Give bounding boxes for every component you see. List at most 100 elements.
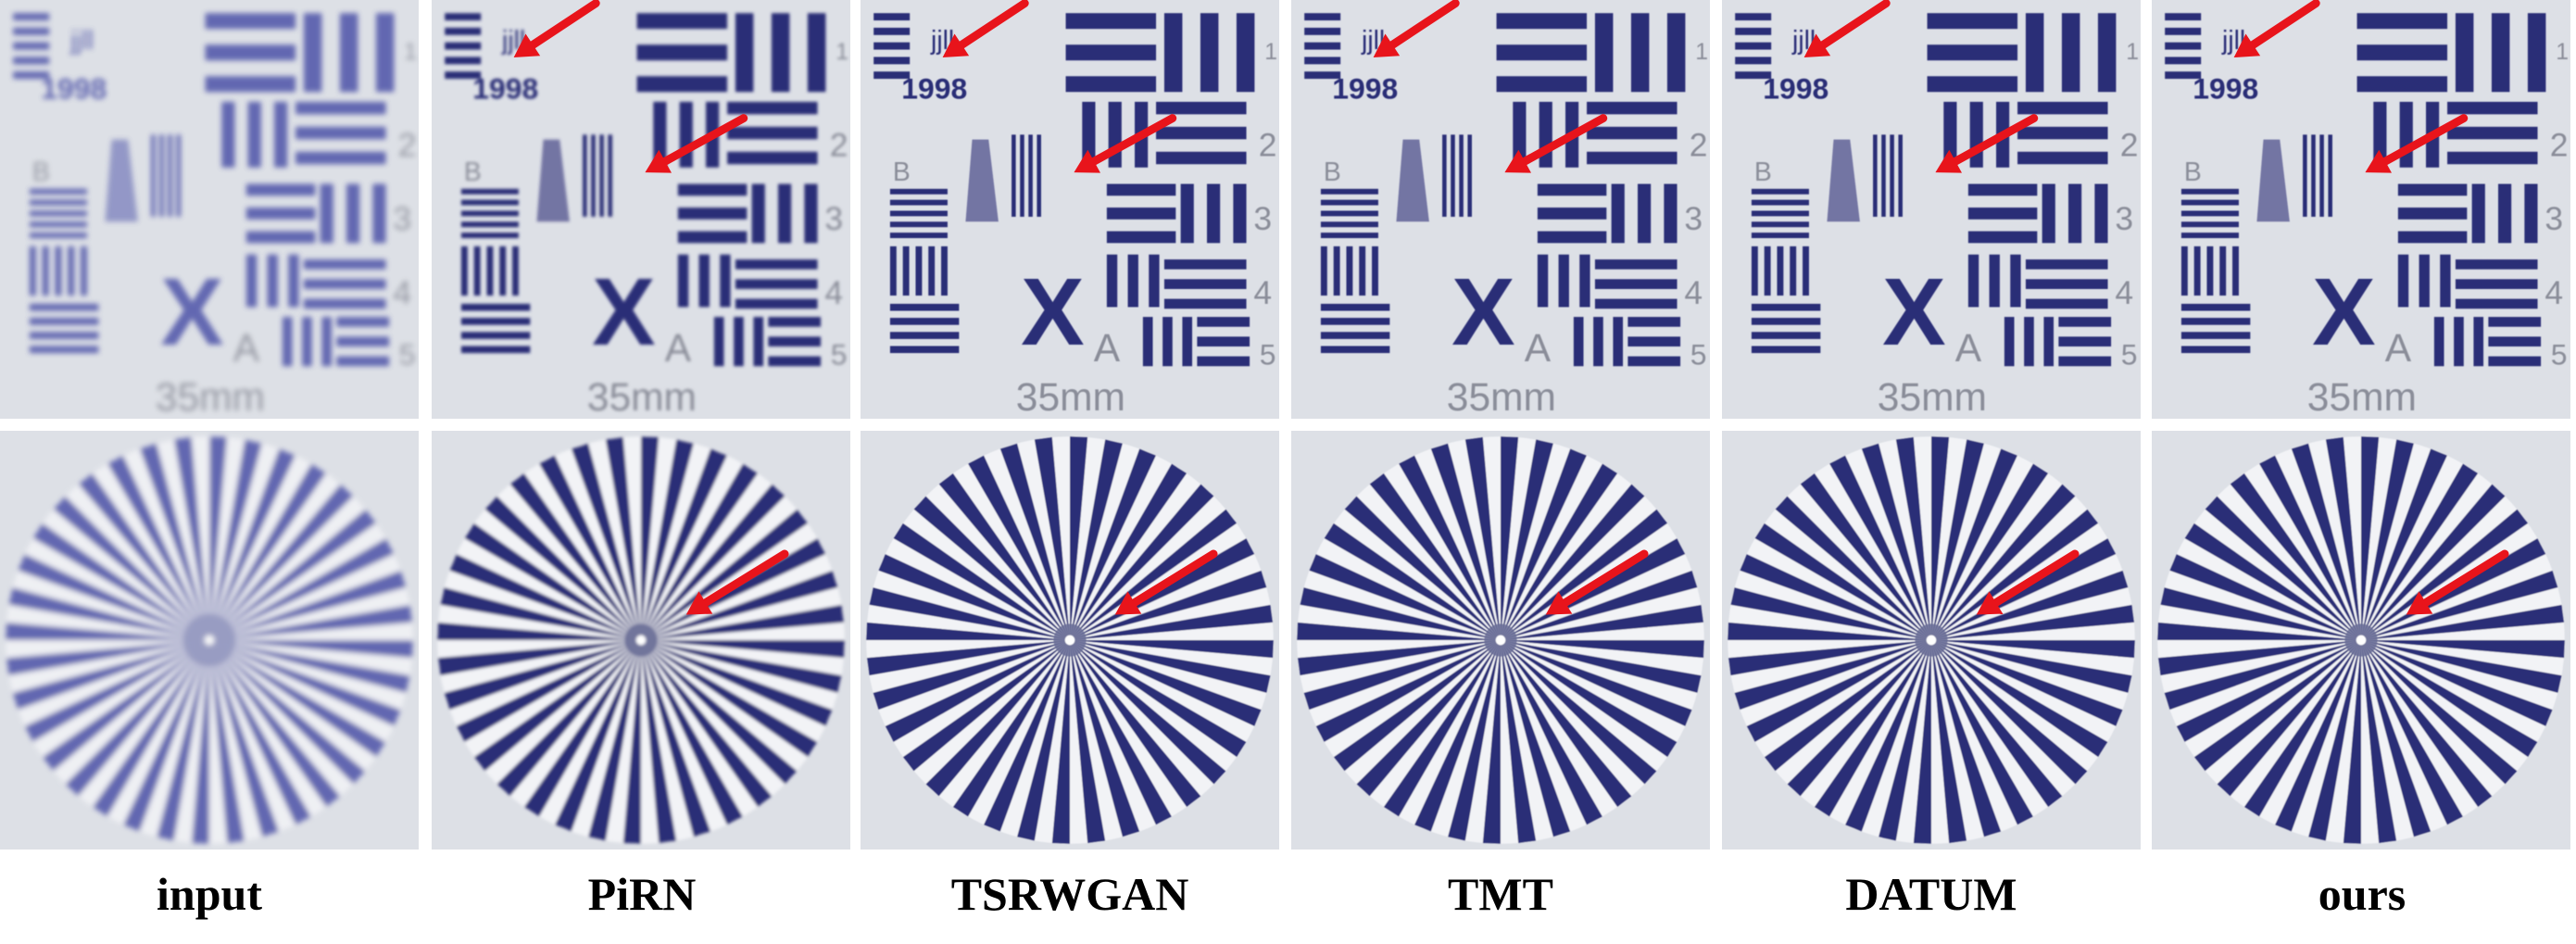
svg-text:5: 5 — [1690, 338, 1707, 371]
svg-text:4: 4 — [1684, 274, 1703, 311]
svg-text:1998: 1998 — [1763, 71, 1828, 105]
svg-text:A: A — [233, 326, 260, 371]
column-label-ours: ours — [2318, 868, 2406, 920]
svg-text:3: 3 — [1253, 200, 1272, 237]
arrow-icon — [1935, 114, 2039, 173]
arrow-icon — [1504, 114, 1608, 173]
svg-text:35mm: 35mm — [587, 375, 697, 419]
svg-text:5: 5 — [2551, 338, 2568, 371]
svg-text:X: X — [160, 258, 224, 365]
svg-text:1: 1 — [836, 40, 848, 65]
svg-text:3: 3 — [393, 200, 411, 237]
svg-text:1: 1 — [2556, 40, 2569, 65]
svg-text:X: X — [1882, 258, 1946, 365]
svg-text:A: A — [665, 326, 692, 371]
siemens-star-image — [2152, 431, 2570, 850]
siemens-star-image — [0, 431, 419, 850]
resolution-chart-panel-tsrwgan: jjll 1998 1 2 B 3 4 X A 5 35mm — [861, 0, 1279, 419]
arrow-icon — [513, 0, 600, 58]
svg-text:1998: 1998 — [1332, 71, 1398, 105]
svg-text:35mm: 35mm — [1878, 375, 1987, 419]
arrow-icon — [1074, 114, 1177, 173]
arrow-icon — [645, 114, 748, 173]
svg-text:B: B — [32, 157, 50, 187]
resolution-chart-panel-ours: jjll 1998 1 2 B 3 4 X A 5 35mm — [2152, 0, 2570, 419]
svg-text:3: 3 — [1684, 200, 1703, 237]
svg-text:5: 5 — [1260, 338, 1276, 371]
arrow-icon — [1373, 0, 1460, 58]
siemens-star-image — [1291, 431, 1710, 850]
svg-text:4: 4 — [1253, 274, 1272, 311]
arrow-icon — [685, 549, 789, 615]
arrow-icon — [2406, 549, 2509, 615]
svg-text:B: B — [464, 157, 482, 187]
svg-text:5: 5 — [399, 338, 416, 371]
svg-text:X: X — [1021, 258, 1085, 365]
svg-text:3: 3 — [2115, 200, 2133, 237]
svg-text:A: A — [1955, 326, 1982, 371]
column-label-tsrwgan: TSRWGAN — [950, 868, 1189, 920]
arrow-icon — [2365, 114, 2469, 173]
svg-text:5: 5 — [831, 338, 848, 371]
arrow-icon — [1114, 549, 1218, 615]
svg-text:B: B — [1754, 157, 1772, 187]
svg-text:2: 2 — [398, 126, 417, 163]
siemens-star-panel-ours — [2152, 431, 2570, 850]
arrow-icon — [2233, 0, 2320, 58]
svg-text:5: 5 — [2121, 338, 2138, 371]
svg-text:X: X — [592, 258, 656, 365]
svg-text:1: 1 — [404, 40, 417, 65]
svg-text:X: X — [2312, 258, 2376, 365]
svg-text:35mm: 35mm — [2307, 375, 2417, 419]
resolution-chart-panel-pirn: jjll 1998 1 2 B 3 4 X A 5 35mm — [432, 0, 850, 419]
column-label-datum: DATUM — [1845, 868, 2017, 920]
siemens-star-panel-pirn — [432, 431, 850, 850]
svg-text:1998: 1998 — [2193, 71, 2258, 105]
svg-text:4: 4 — [2545, 274, 2563, 311]
resolution-chart-image: jjll 1998 1 2 B 3 4 X A 5 35mm — [0, 0, 419, 419]
svg-text:1: 1 — [1264, 40, 1277, 65]
svg-text:4: 4 — [393, 274, 411, 311]
siemens-star-panel-tmt — [1291, 431, 1710, 850]
svg-text:35mm: 35mm — [156, 375, 265, 419]
arrow-icon — [1803, 0, 1891, 58]
resolution-chart-panel-tmt: jjll 1998 1 2 B 3 4 X A 5 35mm — [1291, 0, 1710, 419]
svg-text:1998: 1998 — [901, 71, 967, 105]
svg-text:B: B — [1324, 157, 1341, 187]
column-label-tmt: TMT — [1448, 868, 1553, 920]
svg-text:A: A — [1525, 326, 1552, 371]
svg-text:jjll: jjll — [69, 26, 94, 56]
resolution-chart-panel-input: jjll 1998 1 2 B 3 4 X A 5 35mm — [0, 0, 419, 419]
svg-text:3: 3 — [2545, 200, 2563, 237]
column-label-input: input — [157, 868, 262, 920]
svg-text:2: 2 — [2550, 126, 2569, 163]
svg-text:4: 4 — [2115, 274, 2133, 311]
siemens-star-image — [432, 431, 850, 850]
siemens-star-panel-tsrwgan — [861, 431, 1279, 850]
svg-text:35mm: 35mm — [1016, 375, 1125, 419]
resolution-chart-panel-datum: jjll 1998 1 2 B 3 4 X A 5 35mm — [1722, 0, 2141, 419]
arrow-icon — [942, 0, 1029, 58]
svg-text:1998: 1998 — [41, 71, 107, 105]
svg-text:1998: 1998 — [472, 71, 538, 105]
arrow-icon — [1976, 549, 2080, 615]
svg-text:2: 2 — [2120, 126, 2139, 163]
siemens-star-panel-input — [0, 431, 419, 850]
arrow-icon — [1545, 549, 1649, 615]
svg-text:3: 3 — [824, 200, 843, 237]
svg-text:1: 1 — [1695, 40, 1708, 65]
svg-text:4: 4 — [824, 274, 843, 311]
svg-text:B: B — [2184, 157, 2202, 187]
siemens-star-image — [861, 431, 1279, 850]
column-label-pirn: PiRN — [587, 868, 697, 920]
svg-text:2: 2 — [830, 126, 848, 163]
svg-text:2: 2 — [1690, 126, 1708, 163]
svg-text:1: 1 — [2126, 40, 2139, 65]
svg-text:A: A — [1094, 326, 1121, 371]
